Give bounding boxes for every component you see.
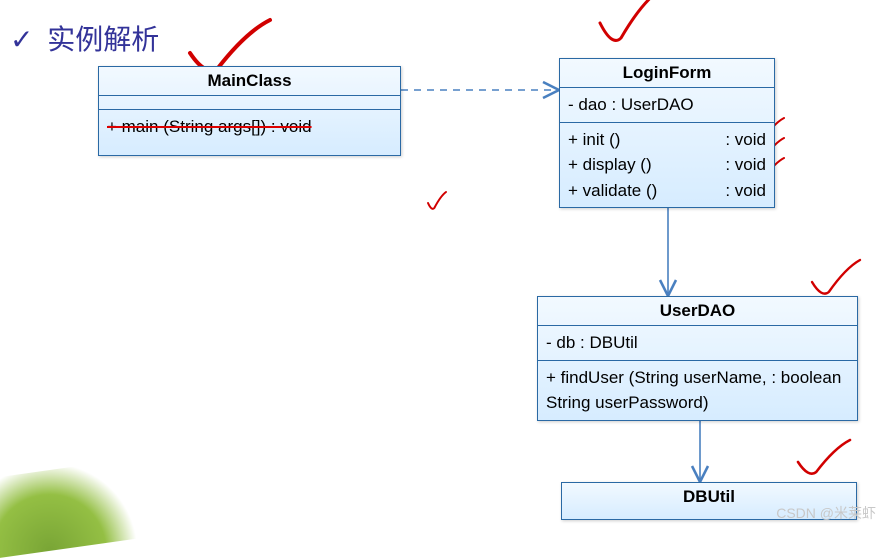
class-userdao: UserDAO - db : DBUtil + findUser (String…	[537, 296, 858, 421]
method-row: + main (String args[]) : void	[107, 114, 392, 140]
page-heading: ✓ 实例解析	[10, 18, 159, 58]
red-check-icon	[600, 0, 660, 40]
red-check-icon	[812, 260, 860, 294]
method-row: String userPassword)	[546, 390, 849, 416]
class-mainclass: MainClass + main (String args[]) : void	[98, 66, 401, 156]
red-check-icon	[190, 20, 270, 70]
heading-check-icon: ✓	[10, 24, 33, 55]
red-check-icon	[798, 440, 850, 474]
class-title: UserDAO	[538, 297, 857, 325]
class-loginform: LoginForm - dao : UserDAO + init () : vo…	[559, 58, 775, 208]
method-row: + findUser (String userName, : boolean	[546, 365, 849, 391]
class-title: LoginForm	[560, 59, 774, 87]
attribute-row: - dao : UserDAO	[568, 92, 766, 118]
watermark: CSDN @米莱虾	[776, 503, 876, 523]
method-row: + validate () : void	[568, 178, 766, 204]
decorative-swoosh	[0, 458, 145, 559]
red-check-icon	[428, 192, 446, 209]
attribute-row: - db : DBUtil	[546, 330, 849, 356]
heading-text: 实例解析	[47, 24, 159, 55]
method-row: + init () : void	[568, 127, 766, 153]
class-title: MainClass	[99, 67, 400, 95]
method-row: + display () : void	[568, 152, 766, 178]
